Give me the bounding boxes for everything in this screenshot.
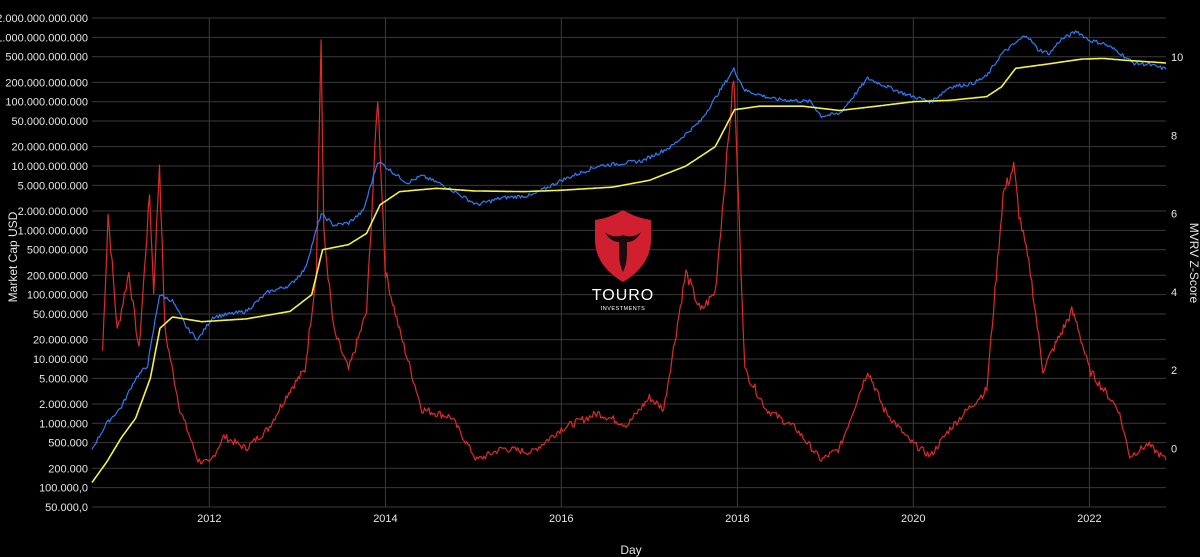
x-axis-title: Day: [620, 543, 641, 557]
logo-tagline: INVESTMENTS: [601, 306, 646, 312]
logo-name: TOURO: [592, 287, 654, 304]
y-right-tick-label: 6: [1171, 209, 1177, 221]
x-tick-label: 2022: [1077, 513, 1101, 525]
y-left-tick-label: 200.000: [48, 463, 88, 475]
series-line-realized-cap: [91, 57, 1167, 483]
y-left-tick-label: 200.000.000: [27, 270, 88, 282]
y-left-tick-label: 50.000,0: [45, 502, 88, 514]
y-left-tick-label: 5.000.000.000: [18, 180, 88, 192]
x-tick-label: 2014: [373, 513, 397, 525]
y-right-tick-label: 8: [1171, 130, 1177, 142]
y-right-axis-title: MVRV Z-Score: [1187, 223, 1200, 304]
y-left-tick-label: 100.000.000: [27, 290, 88, 302]
y-right-tick-label: 4: [1171, 287, 1177, 299]
y-right-tick-label: 2: [1171, 365, 1177, 377]
y-left-tick-label: 100.000.000.000: [5, 97, 88, 109]
y-left-tick-label: 10.000.000: [33, 354, 88, 366]
y-left-tick-label: 50.000.000.000: [12, 116, 88, 128]
series-lines: [91, 30, 1167, 483]
y-left-tick-label: 20.000.000: [33, 335, 88, 347]
y-left-axis-title: Market Cap USD: [6, 211, 20, 302]
y-left-tick-label: 2.000.000: [39, 399, 88, 411]
y-right-tick-labels: 0 2 4 6 8 10: [1171, 52, 1183, 455]
y-left-tick-label: 10.000.000.000: [12, 161, 88, 173]
series-line-market-cap: [91, 30, 1167, 450]
y-right-tick-label: 0: [1171, 443, 1177, 455]
logo-bull-head: [605, 232, 641, 272]
x-tick-labels: 2012 2014 2016 2018 2020 2022: [197, 513, 1102, 525]
y-right-tick-label: 10: [1171, 52, 1183, 64]
y-left-tick-label: 5.000.000: [39, 373, 88, 385]
y-left-tick-label: 500.000: [48, 438, 88, 450]
y-left-tick-label: 1.000.000: [39, 418, 88, 430]
y-left-tick-labels: 50.000,0 100.000,0 200.000 500.000 1.000.000…: [0, 13, 88, 514]
x-tick-label: 2018: [725, 513, 749, 525]
y-left-tick-label: 2.000.000.000.000: [0, 13, 88, 25]
y-left-tick-label: 1.000.000.000: [18, 225, 88, 237]
x-tick-label: 2016: [549, 513, 573, 525]
y-left-tick-label: 50.000.000: [33, 309, 88, 321]
y-left-tick-label: 200.000.000.000: [5, 77, 88, 89]
x-tick-label: 2020: [901, 513, 925, 525]
y-left-tick-label: 2.000.000.000: [18, 206, 88, 218]
x-tick-label: 2012: [197, 513, 221, 525]
y-left-tick-label: 100.000,0: [39, 483, 88, 495]
touro-logo: TOURO INVESTMENTS: [592, 210, 654, 312]
y-left-tick-label: 1.000.000.000.000: [0, 32, 88, 44]
y-left-tick-label: 20.000.000.000: [12, 142, 88, 154]
series-line-mvrv-zscore: [102, 39, 1167, 465]
y-left-tick-label: 500.000.000.000: [5, 52, 88, 64]
y-left-tick-label: 500.000.000: [27, 245, 88, 257]
